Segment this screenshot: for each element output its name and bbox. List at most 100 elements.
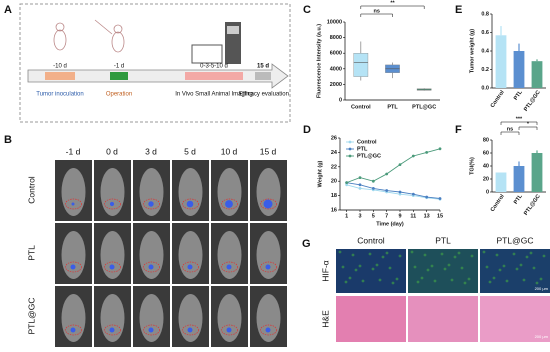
texture — [348, 276, 352, 280]
event-label: Tumor inoculation — [36, 92, 83, 98]
tumor-region — [65, 198, 82, 210]
y-tick-label: 4000 — [330, 66, 342, 72]
texture — [463, 281, 467, 285]
y-tick-label: 18 — [331, 193, 337, 199]
texture — [354, 268, 358, 272]
y-tick-label: 20 — [483, 176, 489, 182]
x-tick-label: Control — [490, 89, 506, 109]
texture — [512, 252, 516, 256]
x-tick-label: 7 — [385, 213, 388, 219]
texture — [529, 251, 533, 255]
x-tick-label: 11 — [410, 213, 416, 219]
texture — [423, 253, 427, 257]
y-tick-label: 40 — [483, 163, 489, 169]
point — [398, 190, 402, 194]
y-tick-label: 60 — [483, 150, 489, 156]
texture — [361, 279, 365, 283]
point — [371, 187, 375, 190]
x-tick-label: 13 — [424, 213, 430, 219]
scale-bar: 200 μm — [535, 334, 549, 339]
day-label: -1 d — [66, 146, 81, 156]
texture — [338, 250, 342, 254]
mouse — [178, 231, 203, 279]
texture — [416, 280, 420, 284]
point — [345, 183, 349, 187]
point — [385, 189, 389, 192]
x-tick-label: PTL — [513, 89, 524, 101]
signal — [187, 327, 193, 333]
texture — [398, 254, 402, 258]
tumor-region — [143, 324, 160, 336]
signal — [109, 327, 115, 333]
tumor-region — [182, 261, 199, 273]
tumor-region — [65, 261, 82, 273]
texture — [341, 265, 345, 269]
signal — [148, 327, 154, 333]
bar — [513, 51, 525, 88]
y-tick-label: 24 — [331, 150, 338, 156]
texture — [495, 253, 499, 257]
y-axis-title: Weight (g) — [317, 160, 323, 187]
texture — [388, 266, 392, 270]
x-tick-label: 3 — [358, 213, 361, 219]
day-label: 0 d — [106, 146, 118, 156]
mouse — [61, 168, 86, 216]
y-tick-label: 0 — [339, 97, 342, 103]
panel-letter: E — [455, 4, 462, 16]
texture — [498, 268, 502, 272]
step — [185, 72, 243, 80]
image-tile — [408, 296, 478, 342]
x-tick-label: 1 — [345, 213, 348, 219]
line — [346, 184, 441, 200]
signal — [148, 264, 154, 270]
texture — [535, 281, 539, 285]
mouse — [61, 231, 86, 279]
texture — [470, 254, 474, 258]
charts: C 0 2000 4000 6000 8000 10000 Fluorescence Inte… — [303, 0, 546, 227]
event-label: In Vivo Small Animal Imaging — [175, 92, 253, 98]
day-label: 15 d — [260, 146, 277, 156]
scale-bar: 200 μm — [535, 286, 549, 291]
signal — [265, 327, 271, 333]
texture — [453, 255, 457, 259]
texture — [488, 280, 492, 284]
y-tick-label: 0.8 — [481, 11, 489, 17]
legend-label: Control — [357, 139, 377, 145]
signal — [186, 200, 194, 208]
texture — [502, 264, 506, 268]
signal — [109, 201, 115, 207]
signal — [148, 201, 154, 207]
bracket — [360, 5, 425, 9]
tumor-region — [143, 198, 160, 210]
texture — [368, 252, 372, 256]
texture — [433, 279, 437, 283]
y-tick-label: 20 — [331, 179, 337, 185]
frame — [19, 3, 291, 123]
y-tick-label: 26 — [331, 135, 337, 141]
texture — [443, 267, 447, 271]
point — [371, 179, 375, 183]
texture — [492, 276, 496, 280]
bar — [495, 35, 507, 88]
panel-letter: B — [4, 134, 12, 146]
texture — [447, 263, 451, 267]
point — [425, 151, 429, 154]
legend-label: PTL — [357, 146, 368, 152]
texture — [542, 254, 546, 258]
annotation: *** — [516, 116, 523, 122]
point — [398, 163, 402, 167]
box — [353, 53, 369, 77]
y-tick-label: 16 — [331, 207, 337, 213]
signal — [225, 200, 233, 208]
mouse-icon — [53, 19, 125, 53]
day-label: 15 d — [257, 64, 269, 70]
mouse — [139, 231, 164, 279]
x-tick-label: 15 — [437, 213, 443, 219]
signal — [70, 264, 76, 270]
stain-label: H&E — [320, 310, 330, 328]
imaging-grid: -1 d 0 d 3 d 5 d 10 d 15 d Control PTL PTL@GC — [26, 146, 287, 347]
y-tick-label: 10000 — [327, 19, 342, 25]
annotation: ** — [390, 0, 395, 6]
bracket — [518, 126, 538, 130]
panel-letter: C — [303, 4, 311, 16]
